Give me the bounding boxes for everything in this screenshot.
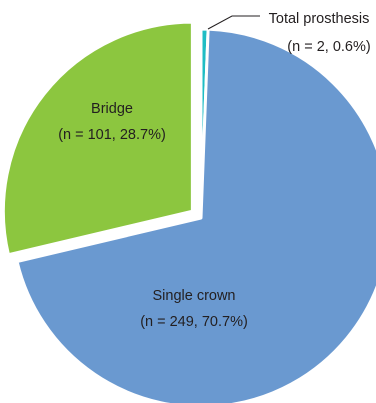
total-prosthesis-count-label: (n = 2, 0.6%)	[287, 39, 370, 55]
single-crown-label: Single crown	[152, 288, 235, 304]
single-crown-slice	[15, 27, 376, 403]
total-prosthesis-label: Total prosthesis	[269, 11, 370, 27]
bridge-count-label: (n = 101, 28.7%)	[58, 127, 166, 143]
total-prosthesis-leader-line	[207, 15, 260, 30]
bridge-slice	[1, 20, 194, 257]
bridge-label: Bridge	[91, 101, 133, 117]
pie-slices	[1, 20, 376, 403]
single-crown-count-label: (n = 249, 70.7%)	[140, 314, 248, 330]
